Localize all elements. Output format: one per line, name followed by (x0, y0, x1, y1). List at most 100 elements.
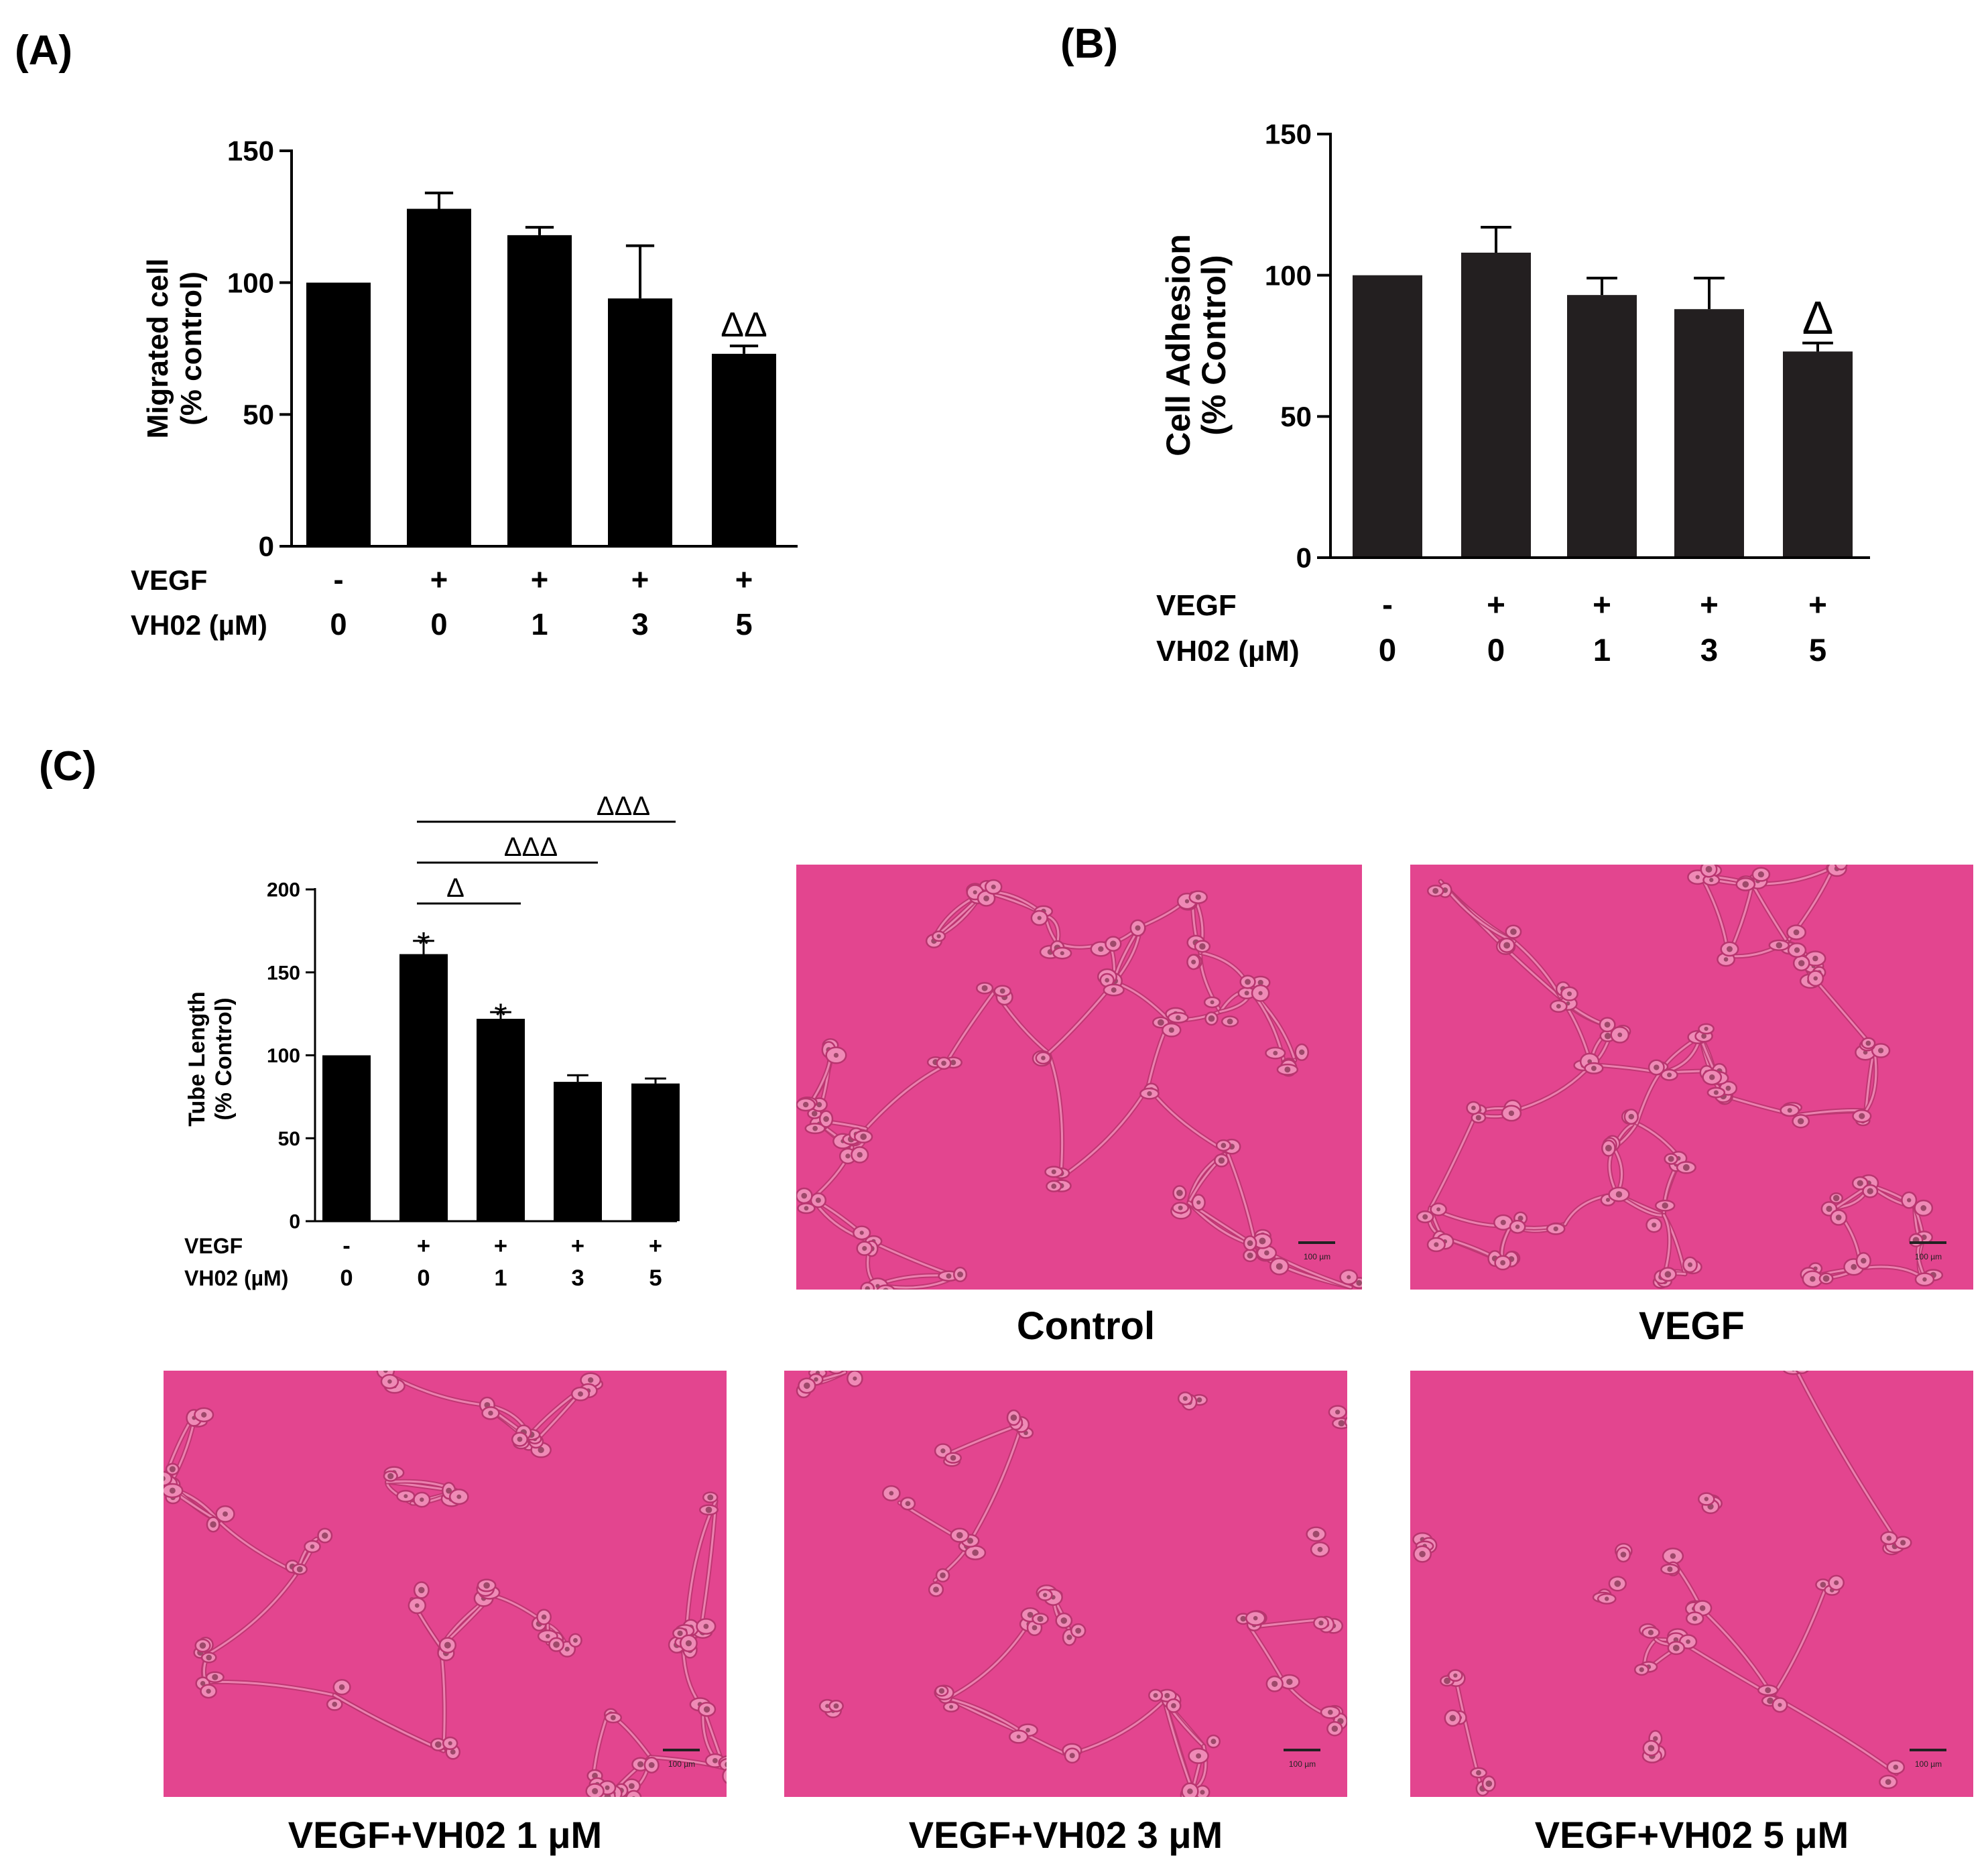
condition-row-label: VH02 (µM) (184, 1266, 288, 1290)
condition-row-label: VEGF (1156, 589, 1237, 622)
cell-nucleus (1147, 1090, 1152, 1097)
cell-nucleus (1692, 1615, 1698, 1621)
cell-nucleus (1043, 1593, 1048, 1597)
significance-label: * (494, 997, 507, 1034)
condition-value: + (1700, 587, 1719, 623)
cell-nucleus (859, 1231, 864, 1235)
y-tick-label: 200 (267, 879, 300, 901)
cell-nucleus (1851, 1263, 1857, 1270)
cell-nucleus (1221, 1143, 1227, 1148)
cell-nucleus (1723, 957, 1729, 962)
cell-nucleus (1699, 1605, 1706, 1611)
cell-nucleus (1709, 877, 1714, 883)
micrograph-background (1410, 1371, 1973, 1797)
y-axis-label: Tube Length (184, 991, 210, 1126)
bar (1567, 295, 1637, 558)
cell-nucleus (804, 1206, 809, 1211)
cell-nucleus (169, 1487, 176, 1494)
cell-nucleus (1110, 940, 1117, 947)
cell-nucleus (1200, 1790, 1205, 1795)
y-tick-label: 100 (1265, 259, 1312, 291)
cell-nucleus (169, 1466, 176, 1473)
cell-nucleus (1605, 1145, 1612, 1151)
cell-nucleus (811, 1111, 818, 1117)
cell-network (796, 879, 1362, 1290)
cell-nucleus (1016, 1735, 1021, 1739)
cell-nucleus (1500, 1260, 1506, 1265)
cell-nucleus (1157, 1019, 1164, 1026)
cell-nucleus (1476, 1770, 1481, 1775)
cell-nucleus (1767, 1697, 1774, 1704)
cell-nucleus (1503, 942, 1511, 949)
cell-nucleus (1687, 1262, 1693, 1267)
cell-nucleus (991, 884, 996, 889)
cell-nucleus (957, 1271, 963, 1277)
cell-nucleus (1027, 1611, 1034, 1618)
cell-nucleus (1812, 955, 1818, 962)
cell-tube-highlight (333, 1694, 445, 1752)
cell-nucleus (1196, 1397, 1202, 1403)
y-tick-label: 0 (259, 531, 274, 562)
bar (507, 235, 572, 546)
condition-value: + (631, 562, 649, 597)
cell-nucleus (1284, 1066, 1291, 1073)
cell-body (1795, 1371, 1809, 1375)
cell-nucleus (1742, 881, 1749, 888)
cell-nucleus (1865, 1040, 1871, 1046)
cell-nucleus (1258, 991, 1263, 995)
cell-nucleus (705, 1506, 712, 1513)
cell-nucleus (1312, 1530, 1320, 1538)
y-axis-label-unit: (% Control) (1195, 255, 1233, 435)
cell-nucleus (1556, 1003, 1561, 1009)
cell-nucleus (1654, 1064, 1660, 1070)
caption-control: Control (1016, 1304, 1156, 1348)
cell-nucleus (1822, 1275, 1830, 1282)
cell-nucleus (1338, 1420, 1345, 1427)
cell-nucleus (322, 1532, 328, 1539)
cell-nucleus (1098, 946, 1104, 952)
cell-nucleus (420, 1497, 424, 1502)
cell-nucleus (1240, 1615, 1247, 1622)
cell-nucleus (414, 1603, 420, 1608)
y-tick-label: 0 (1296, 542, 1312, 574)
cell-nucleus (1475, 1115, 1481, 1121)
cell-nucleus (703, 1706, 710, 1713)
y-tick-label: 100 (227, 267, 274, 298)
scale-bar-label: 100 µm (1289, 1759, 1316, 1769)
cell-nucleus (1247, 1252, 1253, 1259)
scale-bar-icon: 100 µm (1298, 1241, 1335, 1261)
cell-nucleus (938, 1688, 945, 1694)
cell-tube-highlight (1635, 1072, 1662, 1125)
cell-nucleus (1652, 1223, 1657, 1228)
cell-tube-highlight (1429, 1113, 1477, 1210)
cell-nucleus (677, 1630, 683, 1636)
cell-tube-highlight (1249, 1626, 1284, 1681)
cell-nucleus (1041, 1056, 1046, 1060)
cell-nucleus (1620, 1552, 1627, 1558)
cell-network (1416, 865, 1944, 1289)
cell-nucleus (802, 1101, 809, 1108)
cell-nucleus (1026, 1727, 1030, 1733)
significance-label: Δ (1802, 292, 1834, 344)
cell-nucleus (553, 1641, 560, 1648)
cell-nucleus (1776, 942, 1783, 949)
cell-nucleus (628, 1783, 635, 1790)
cell-nucleus (578, 1391, 583, 1397)
micrograph-background (796, 865, 1362, 1290)
cell-nucleus (1051, 1169, 1056, 1174)
condition-row-label: VH02 (µM) (131, 609, 267, 641)
condition-value: 3 (1700, 633, 1718, 668)
condition-value: + (1487, 587, 1505, 623)
cell-nucleus (1709, 1074, 1715, 1080)
bar (1461, 252, 1531, 558)
cell-nucleus (637, 1761, 644, 1767)
cell-nucleus (1628, 1113, 1635, 1120)
cell-nucleus (1907, 1198, 1912, 1202)
cell-nucleus (1835, 1214, 1842, 1221)
bar (608, 298, 672, 546)
condition-value: 0 (330, 607, 347, 641)
